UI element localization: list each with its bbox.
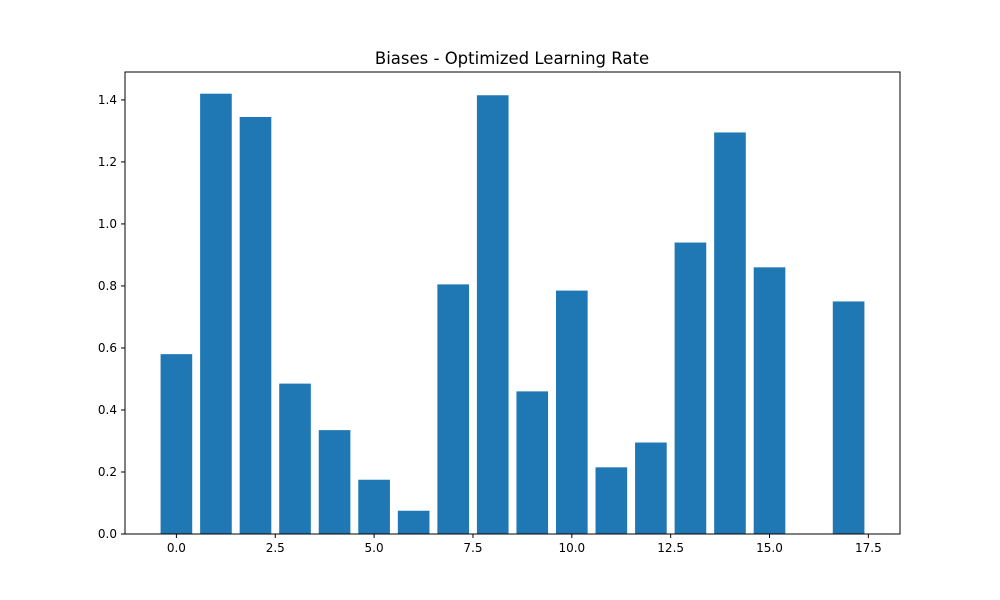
bar-0 [160,354,193,534]
bar-7 [437,284,470,534]
x-tick-label: 17.5 [855,541,882,555]
bar-14 [714,132,746,535]
bar-12 [635,442,667,534]
bar-5 [358,479,390,534]
bar-15 [753,267,786,534]
x-tick-label: 10.0 [558,541,585,555]
y-tick-label: 1.4 [98,93,117,107]
y-tick-label: 0.8 [98,279,117,293]
x-tick-label: 2.5 [266,541,285,555]
chart-title: Biases - Optimized Learning Rate [375,49,649,68]
y-tick-label: 0.4 [98,403,117,417]
y-tick-label: 1.2 [98,155,117,169]
bars-layer [160,93,865,535]
y-tick-label: 0.2 [98,465,117,479]
y-axis-ticks: 0.0 0.2 0.4 0.6 0.8 1.0 1.2 1.4 [98,93,125,541]
x-tick-label: 7.5 [463,541,482,555]
x-tick-label: 15.0 [756,541,783,555]
bar-2 [239,116,272,535]
bar-10 [555,290,588,534]
bar-13 [674,242,707,534]
bar-3 [279,383,311,534]
plot-frame [124,71,901,535]
x-tick-label: 5.0 [365,541,384,555]
x-axis-ticks: 0.0 2.5 5.0 7.5 10.0 12.5 15.0 17.5 [167,534,882,555]
bar-1 [200,93,232,534]
x-tick-label: 0.0 [167,541,186,555]
y-tick-label: 0.6 [98,341,117,355]
y-tick-label: 0.0 [98,527,117,541]
bar-4 [318,430,351,534]
bar-8 [476,95,509,534]
y-tick-label: 1.0 [98,217,117,231]
bar-9 [516,391,549,534]
bar-17 [832,301,865,534]
bar-6 [397,510,430,534]
x-tick-label: 12.5 [657,541,684,555]
bar-11 [595,467,628,534]
